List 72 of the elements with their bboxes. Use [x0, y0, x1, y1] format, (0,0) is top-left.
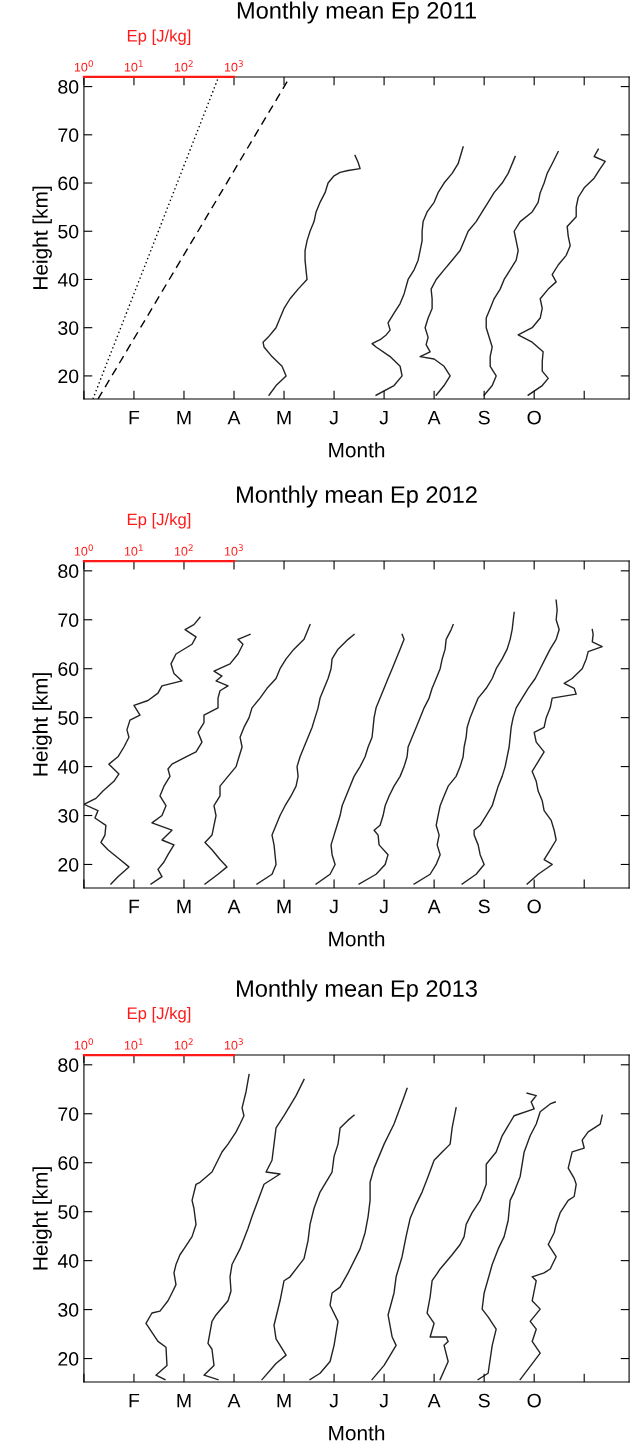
- x-tick-label: M: [177, 899, 191, 914]
- x-axis-title: Month: [329, 931, 385, 947]
- y-tick-label: 70: [58, 613, 79, 628]
- x-tick-label: M: [177, 1393, 191, 1408]
- x2-tick-label: 10$^{0}$: [74, 544, 93, 556]
- x2-tick-label: 10$^{3}$: [224, 1038, 243, 1050]
- y-tick-label: 40: [57, 272, 79, 287]
- y-tick-label: 20: [58, 1352, 79, 1366]
- x2-tick-label: 10$^{1}$: [124, 60, 143, 72]
- x-tick-label: J: [329, 410, 338, 425]
- x-tick-label: S: [478, 1393, 490, 1408]
- x-tick-label: F: [129, 1393, 140, 1408]
- x-axis-title: Month: [329, 1425, 385, 1441]
- y-tick-label: 80: [58, 80, 79, 94]
- x2-axis-title: Ep [J/kg]: [127, 29, 191, 45]
- x2-tick-label: 10$^{2}$: [174, 1038, 193, 1050]
- y-axis-title: Height [km]: [32, 1167, 52, 1270]
- x2-tick-label: 10$^{1}$: [124, 544, 143, 556]
- x-tick-label: S: [478, 899, 490, 914]
- y-axis-title: Height [km]: [32, 673, 52, 776]
- x-tick-label: O: [527, 899, 541, 914]
- y-tick-label: 60: [58, 662, 79, 676]
- y-tick-label: 80: [58, 564, 79, 579]
- x2-tick-label: 10$^{3}$: [224, 60, 243, 72]
- chart-title: Monthly mean Ep 2011: [237, 1, 476, 24]
- x-tick-label: A: [227, 1393, 241, 1408]
- chart-title: Monthly mean Ep 2013: [237, 979, 477, 1002]
- x-tick-label: S: [478, 410, 490, 425]
- y-tick-label: 30: [58, 808, 79, 823]
- x2-tick-label: 10$^{3}$: [224, 544, 243, 556]
- x-tick-label: F: [129, 899, 140, 914]
- x-tick-label: J: [379, 899, 388, 914]
- x2-tick-label: 10$^{0}$: [74, 1038, 93, 1050]
- x-tick-label: M: [277, 1393, 291, 1408]
- y-tick-label: 40: [57, 1254, 79, 1268]
- x-tick-label: J: [379, 410, 388, 425]
- y-tick-label: 70: [58, 1107, 79, 1121]
- y-tick-label: 30: [58, 1303, 79, 1317]
- x2-tick-label: 10$^{1}$: [124, 1038, 143, 1050]
- y-tick-label: 20: [58, 369, 79, 384]
- y-tick-label: 40: [57, 760, 79, 774]
- x-tick-label: A: [227, 899, 241, 914]
- y-tick-label: 60: [58, 176, 79, 191]
- x-tick-label: F: [129, 410, 140, 425]
- x-tick-label: J: [329, 1393, 338, 1408]
- y-tick-label: 50: [58, 1205, 79, 1219]
- x-tick-label: A: [427, 899, 441, 914]
- x2-tick-label: 10$^{0}$: [74, 60, 93, 72]
- x-tick-label: J: [329, 899, 338, 914]
- y-axis-title: Height [km]: [32, 186, 52, 289]
- x2-tick-label: 10$^{2}$: [174, 544, 193, 556]
- y-tick-label: 20: [58, 857, 79, 872]
- y-tick-label: 80: [58, 1058, 79, 1073]
- x-tick-label: A: [427, 1393, 441, 1408]
- x2-tick-label: 10$^{2}$: [174, 60, 193, 72]
- x-tick-label: O: [527, 1393, 541, 1408]
- x-tick-label: M: [277, 410, 291, 425]
- x-tick-label: A: [427, 410, 441, 425]
- y-tick-label: 50: [58, 711, 79, 725]
- x-tick-label: M: [277, 899, 291, 914]
- x2-axis-title: Ep [J/kg]: [127, 1006, 191, 1023]
- x-axis-title: Month: [329, 442, 385, 458]
- y-tick-label: 30: [58, 321, 79, 335]
- x-tick-label: J: [379, 1393, 388, 1408]
- y-tick-label: 70: [58, 128, 79, 143]
- x2-axis-title: Ep [J/kg]: [127, 513, 191, 529]
- chart-title: Monthly mean Ep 2012: [237, 485, 477, 508]
- y-tick-label: 60: [58, 1156, 79, 1170]
- x-tick-label: O: [527, 410, 541, 425]
- x-tick-label: A: [227, 410, 241, 425]
- x-tick-label: M: [177, 410, 191, 425]
- y-tick-label: 50: [58, 224, 79, 239]
